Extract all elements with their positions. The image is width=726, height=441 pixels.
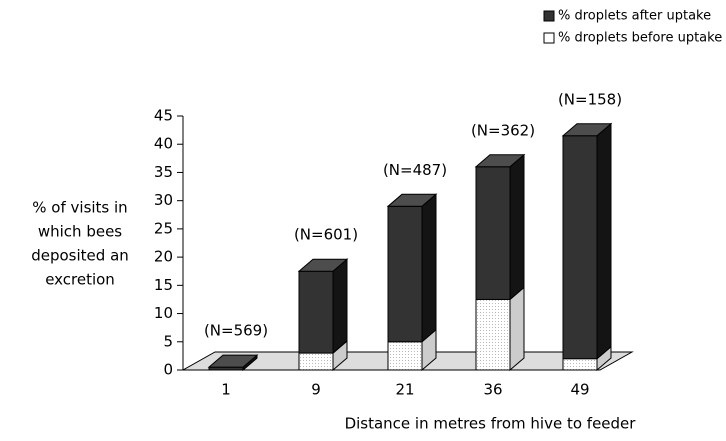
bar bbox=[475, 166, 511, 300]
y-tick-label: 35 bbox=[154, 163, 173, 181]
x-axis-label: Distance in metres from hive to feeder bbox=[345, 415, 637, 433]
annotation: (N=569) bbox=[204, 322, 268, 340]
annotation: (N=158) bbox=[558, 90, 622, 108]
bar bbox=[387, 205, 423, 343]
y-tick-label: 30 bbox=[154, 191, 173, 209]
bar-side bbox=[421, 193, 437, 343]
annotation: (N=362) bbox=[471, 121, 535, 139]
bar-top bbox=[297, 258, 349, 272]
y-tick-label: 15 bbox=[154, 276, 173, 294]
y-tick-label: 10 bbox=[154, 304, 173, 322]
y-axis-label: which bees bbox=[38, 223, 122, 241]
bar-side bbox=[509, 153, 525, 301]
y-axis-label: excretion bbox=[45, 271, 115, 289]
bar bbox=[562, 135, 598, 360]
legend-label: % droplets before uptake bbox=[558, 31, 722, 46]
y-tick-label: 0 bbox=[163, 361, 173, 379]
bar-top bbox=[474, 154, 526, 168]
bar-top bbox=[207, 354, 259, 368]
bar-top bbox=[386, 193, 438, 207]
bar-side bbox=[596, 122, 612, 360]
legend-swatch bbox=[543, 10, 555, 22]
x-tick-label: 36 bbox=[483, 381, 502, 399]
bar bbox=[387, 341, 423, 371]
x-tick-label: 9 bbox=[311, 381, 321, 399]
x-tick-label: 21 bbox=[395, 381, 414, 399]
bar bbox=[562, 358, 598, 371]
y-tick-label: 20 bbox=[154, 248, 173, 266]
bar-side bbox=[332, 258, 348, 355]
bar-side bbox=[509, 286, 525, 372]
bar-top bbox=[561, 123, 613, 137]
bar bbox=[298, 270, 334, 354]
y-tick-label: 45 bbox=[154, 107, 173, 125]
y-tick-label: 40 bbox=[154, 135, 173, 153]
bar bbox=[298, 352, 334, 371]
bar bbox=[475, 298, 511, 371]
annotation: (N=601) bbox=[294, 226, 358, 244]
y-axis-label: % of visits in bbox=[32, 199, 127, 217]
y-axis-label: deposited an bbox=[31, 247, 129, 265]
legend-label: % droplets after uptake bbox=[558, 9, 711, 24]
y-tick-label: 5 bbox=[163, 332, 173, 350]
x-tick-label: 1 bbox=[221, 381, 231, 399]
annotation: (N=487) bbox=[383, 161, 447, 179]
legend-swatch bbox=[543, 32, 555, 44]
x-tick-label: 49 bbox=[570, 381, 589, 399]
y-tick-label: 25 bbox=[154, 219, 173, 237]
